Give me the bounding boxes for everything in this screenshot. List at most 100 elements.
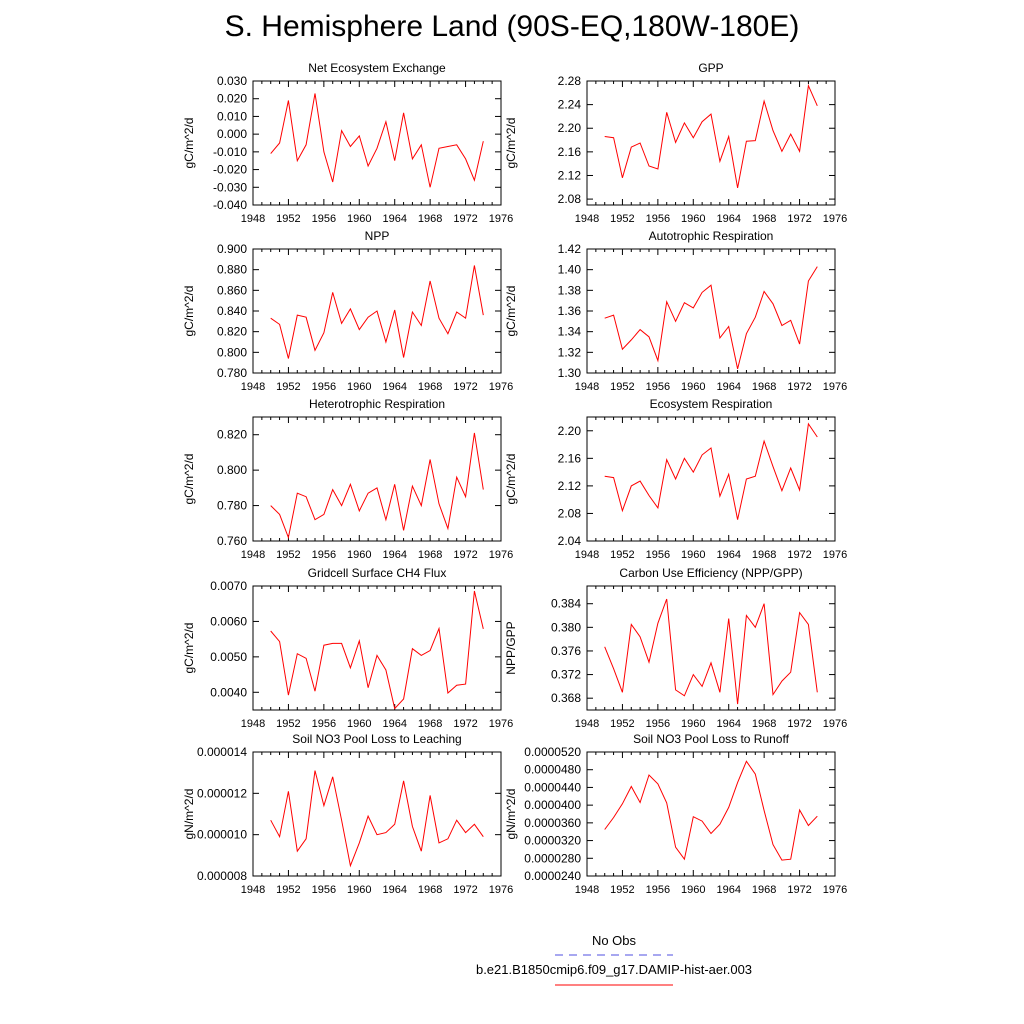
- plot-frame: [586, 416, 836, 542]
- y-tick-label: 1.34: [558, 325, 582, 339]
- x-tick-label: 1952: [276, 718, 300, 730]
- y-tick-label: -0.020: [213, 163, 247, 177]
- x-tick-label: 1948: [575, 381, 599, 393]
- x-tick-label: 1972: [787, 213, 811, 225]
- x-tick-label: 1972: [787, 549, 811, 561]
- panel-gpp: GPP 1948 1952 1956 1960 1964 1968 1972 1976 2.08 2…: [504, 61, 847, 225]
- panel-soil-no3-pool-loss-to-runoff: Soil NO3 Pool Loss to Runoff 1948 1952 1956…: [504, 732, 847, 896]
- x-tick-label: 1968: [752, 718, 776, 730]
- x-tick-label: 1964: [382, 718, 406, 730]
- y-tick-label: 0.000010: [197, 828, 247, 842]
- x-tick-label: 1956: [312, 549, 336, 561]
- x-tick-label: 1972: [787, 381, 811, 393]
- panel-title: Heterotrophic Respiration: [309, 397, 445, 411]
- y-tick-label: -0.010: [213, 145, 247, 159]
- x-tick-label: 1960: [347, 213, 371, 225]
- y-axis-label: gC/m^2/d: [182, 286, 196, 337]
- panel-net-ecosystem-exchange: Net Ecosystem Exchange 1948 1952 1956 1960 19…: [182, 61, 513, 225]
- panel-npp: NPP 1948 1952 1956 1960 1964 1968 1972 1976 0.780…: [182, 229, 513, 393]
- x-tick-label: 1972: [453, 884, 477, 896]
- x-tick-label: 1968: [752, 213, 776, 225]
- x-tick-label: 1968: [418, 549, 442, 561]
- panel-title: Soil NO3 Pool Loss to Runoff: [633, 732, 790, 746]
- y-tick-label: 0.000: [217, 127, 247, 141]
- x-tick-label: 1968: [752, 884, 776, 896]
- panel-title: Net Ecosystem Exchange: [308, 61, 446, 75]
- y-tick-label: 0.376: [551, 644, 581, 658]
- legend-label-no-obs: No Obs: [591, 933, 637, 948]
- x-tick-label: 1960: [681, 549, 705, 561]
- x-tick-label: 1956: [646, 549, 670, 561]
- x-tick-label: 1952: [610, 549, 634, 561]
- x-tick-label: 1964: [382, 884, 406, 896]
- x-tick-label: 1948: [241, 718, 265, 730]
- y-tick-label: 1.38: [558, 283, 582, 297]
- x-tick-label: 1948: [575, 213, 599, 225]
- x-tick-label: 1948: [241, 381, 265, 393]
- panel-title: NPP: [365, 229, 390, 243]
- x-tick-label: 1960: [681, 213, 705, 225]
- x-tick-label: 1956: [312, 213, 336, 225]
- y-tick-label: 2.20: [558, 121, 582, 135]
- y-tick-label: 0.0000360: [524, 816, 581, 830]
- y-tick-label: 2.28: [558, 74, 582, 88]
- y-axis-label: gC/m^2/d: [504, 118, 518, 169]
- y-tick-label: 0.372: [551, 668, 581, 682]
- y-tick-label: 0.0000280: [524, 851, 581, 865]
- y-tick-label: 2.04: [558, 534, 582, 548]
- legend-label-model: b.e21.B1850cmip6.f09_g17.DAMIP-hist-aer.…: [475, 962, 753, 977]
- x-tick-label: 1976: [489, 381, 513, 393]
- x-tick-label: 1952: [276, 884, 300, 896]
- x-tick-label: 1952: [276, 213, 300, 225]
- x-tick-label: 1972: [453, 381, 477, 393]
- plot-frame: [586, 80, 836, 206]
- y-tick-label: 0.000014: [197, 745, 247, 759]
- panel-title: Gridcell Surface CH4 Flux: [308, 566, 447, 580]
- panel-title: Carbon Use Efficiency (NPP/GPP): [619, 566, 802, 580]
- panel-title: Ecosystem Respiration: [650, 397, 773, 411]
- panel-soil-no3-pool-loss-to-leaching: Soil NO3 Pool Loss to Leaching 1948 1952 19…: [182, 732, 513, 896]
- y-tick-label: -0.040: [213, 198, 247, 212]
- y-axis-label: gN/m^2/d: [504, 789, 518, 840]
- series-line: [270, 590, 484, 710]
- y-tick-label: 0.000012: [197, 786, 247, 800]
- y-tick-label: 0.368: [551, 691, 581, 705]
- x-tick-label: 1956: [646, 718, 670, 730]
- x-tick-label: 1948: [575, 549, 599, 561]
- y-tick-label: 0.000008: [197, 869, 247, 883]
- x-tick-label: 1968: [752, 381, 776, 393]
- y-tick-label: 0.030: [217, 74, 247, 88]
- y-axis-label: gC/m^2/d: [504, 454, 518, 505]
- y-tick-label: 0.840: [217, 304, 247, 318]
- y-tick-label: 0.900: [217, 242, 247, 256]
- y-tick-label: 2.12: [558, 479, 582, 493]
- x-tick-label: 1972: [787, 884, 811, 896]
- series-line: [270, 770, 484, 868]
- y-tick-label: 2.12: [558, 168, 582, 182]
- x-tick-label: 1956: [312, 381, 336, 393]
- y-tick-label: 0.820: [217, 428, 247, 442]
- y-tick-label: 1.40: [558, 263, 582, 277]
- x-tick-label: 1960: [681, 718, 705, 730]
- x-tick-label: 1956: [646, 381, 670, 393]
- y-tick-label: 0.880: [217, 263, 247, 277]
- x-tick-label: 1976: [489, 884, 513, 896]
- x-tick-label: 1952: [610, 884, 634, 896]
- panel-ecosystem-respiration: Ecosystem Respiration 1948 1952 1956 1960 196…: [504, 397, 847, 561]
- x-tick-label: 1948: [241, 549, 265, 561]
- series-line: [270, 93, 484, 188]
- y-tick-label: 0.0050: [210, 650, 247, 664]
- page-title: S. Hemisphere Land (90S-EQ,180W-180E): [224, 10, 800, 43]
- panel-title: GPP: [698, 61, 723, 75]
- y-tick-label: 1.36: [558, 304, 582, 318]
- x-tick-label: 1948: [241, 884, 265, 896]
- y-tick-label: 2.16: [558, 451, 582, 465]
- series-line: [604, 83, 818, 188]
- x-tick-label: 1952: [276, 549, 300, 561]
- x-tick-label: 1956: [312, 884, 336, 896]
- plot-frame: [252, 416, 502, 542]
- series-line: [270, 265, 484, 359]
- x-tick-label: 1976: [823, 381, 847, 393]
- y-tick-label: 2.24: [558, 98, 582, 112]
- plot-frame: [252, 80, 502, 206]
